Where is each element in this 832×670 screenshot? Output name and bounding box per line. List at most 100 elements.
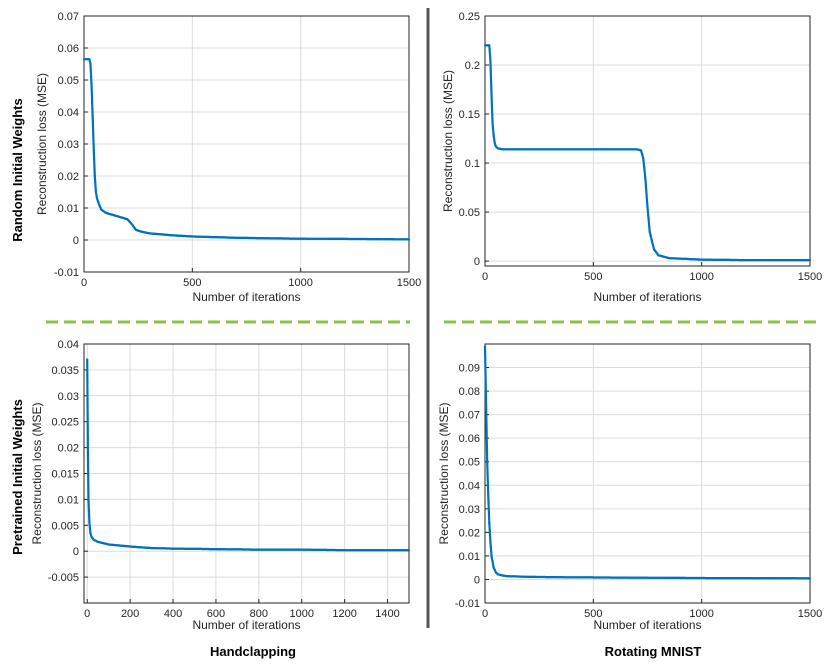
y-tick-label: 0: [474, 256, 480, 268]
x-tick-label: 500: [584, 271, 602, 283]
data-point: [641, 153, 644, 156]
x-tick-label: 200: [121, 608, 139, 620]
chart-pretrained-rotating-mnist: 0 500 1000 1500-0.0100.010.020.030.040.050.…: [437, 343, 822, 632]
data-point: [639, 149, 643, 152]
y-tick-label: 0.01: [459, 551, 480, 563]
y-tick-label: 0.2: [465, 60, 480, 72]
x-tick-label: 0: [84, 608, 90, 620]
data-point: [489, 540, 492, 543]
data-point: [98, 203, 101, 206]
y-tick-label: 0.035: [51, 365, 79, 377]
data-point: [643, 166, 646, 170]
data-point: [650, 239, 653, 242]
data-point: [94, 190, 97, 194]
series-line-loss: [86, 359, 409, 552]
data-point: [487, 495, 490, 499]
x-tick-label: 0: [482, 608, 488, 620]
data-point: [492, 134, 495, 137]
series-line-loss: [483, 346, 811, 580]
y-tick-label: 0.09: [459, 363, 480, 375]
y-tick-label: 0: [73, 546, 79, 558]
y-tick-label: 0.05: [58, 75, 79, 87]
y-tick-label: 0.04: [459, 480, 480, 492]
y-tick-label: 0: [73, 235, 79, 247]
data-point: [488, 521, 491, 525]
data-point: [88, 521, 91, 524]
data-point: [808, 577, 812, 580]
data-point: [647, 218, 650, 221]
data-point: [490, 93, 493, 96]
x-axis-label: Number of iterations: [593, 290, 701, 304]
x-tick-label: 1500: [798, 608, 822, 620]
x-tick-label: 0: [482, 271, 488, 283]
x-tick-label: 1200: [332, 608, 356, 620]
data-point: [642, 157, 645, 160]
chart-random-handclapping: 0 500 1000 1500-0.0100.010.020.030.040.050.…: [35, 11, 421, 304]
y-axis-label: Reconstruction loss (MSE): [30, 402, 44, 544]
data-point: [86, 446, 89, 449]
data-point: [89, 532, 92, 535]
data-point: [91, 117, 94, 120]
x-tick-label: 500: [183, 277, 201, 289]
y-tick-label: 0.03: [459, 504, 480, 516]
y-tick-label: 0.04: [58, 339, 79, 351]
y-tick-label: 0.15: [459, 109, 480, 121]
series-line-loss: [83, 58, 409, 241]
x-tick-label: 1000: [289, 608, 313, 620]
y-axis-label: Reconstruction loss (MSE): [437, 402, 451, 544]
x-tick-label: 800: [250, 608, 268, 620]
data-point: [407, 549, 411, 552]
y-tick-label: 0.1: [465, 158, 480, 170]
y-axis-label: Reconstruction loss (MSE): [35, 73, 49, 215]
chart-pretrained-handclapping: 0 200 400 600 800 1000 1200 1400 -0.005 0 0.005 0.0…: [30, 339, 411, 632]
data-point: [483, 345, 487, 348]
data-point: [90, 85, 93, 88]
x-tick-label: 600: [207, 608, 225, 620]
x-tick-label: 1500: [798, 271, 822, 283]
data-point: [486, 460, 489, 463]
y-tick-label: 0.06: [58, 43, 79, 55]
data-point: [90, 535, 93, 538]
x-tick-label: 500: [584, 608, 602, 620]
x-axis-label: Number of iterations: [192, 290, 300, 304]
data-point: [489, 59, 492, 62]
y-tick-label: -0.005: [48, 572, 79, 584]
y-tick-label: 0.25: [459, 11, 480, 23]
data-point: [89, 62, 92, 66]
data-point: [645, 191, 648, 194]
data-point: [86, 358, 89, 361]
y-tick-label: 0.06: [459, 433, 480, 445]
x-tick-label: 1000: [689, 608, 713, 620]
data-point: [99, 206, 102, 209]
y-tick-label: 0.03: [58, 139, 79, 151]
x-tick-label: 1000: [689, 271, 713, 283]
y-tick-label: 0.04: [58, 107, 79, 119]
row-label-pretrained: Pretrained Initial Weights: [10, 399, 25, 555]
data-point: [97, 200, 100, 203]
y-tick-label: -0.01: [54, 267, 79, 279]
y-tick-label: 0.025: [51, 417, 79, 429]
x-tick-label: 1400: [375, 608, 399, 620]
data-point: [649, 235, 652, 238]
y-tick-label: 0: [474, 574, 480, 586]
data-point: [87, 498, 90, 501]
y-tick-label: 0.08: [459, 386, 480, 398]
data-point: [485, 413, 488, 416]
data-point: [95, 197, 99, 200]
row-label-random: Random Initial Weights: [10, 98, 25, 242]
column-label-handclapping: Handclapping: [210, 644, 296, 659]
y-tick-label: 0.05: [459, 457, 480, 469]
y-tick-label: 0.07: [459, 410, 480, 422]
y-tick-label: 0.05: [459, 207, 480, 219]
data-point: [407, 238, 411, 241]
x-axis-label: Number of iterations: [192, 618, 300, 632]
x-tick-label: 400: [164, 608, 182, 620]
y-axis-label: Reconstruction loss (MSE): [441, 70, 455, 212]
y-tick-label: 0.03: [58, 391, 79, 403]
y-tick-label: 0.015: [51, 469, 79, 481]
data-point: [493, 568, 496, 572]
data-point: [488, 44, 491, 47]
data-point: [646, 206, 649, 209]
data-point: [93, 174, 96, 178]
